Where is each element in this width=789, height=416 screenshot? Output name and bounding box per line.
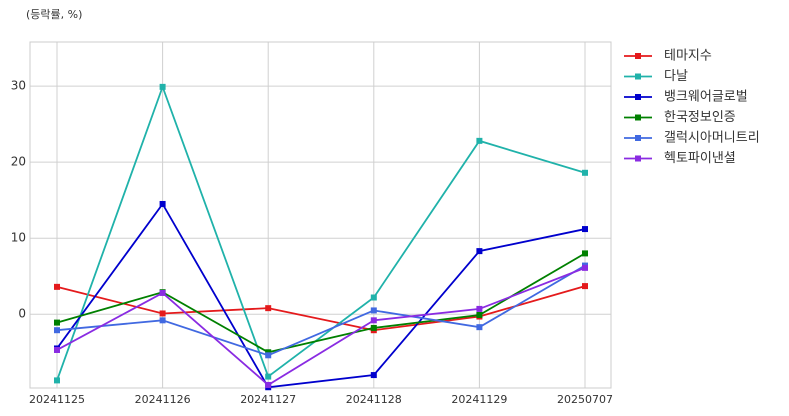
point [370, 372, 377, 379]
point [265, 381, 272, 388]
point [370, 307, 377, 314]
point [159, 83, 166, 90]
legend-marker [635, 114, 641, 121]
chart-title: (등락률, %) [26, 8, 82, 21]
point [54, 283, 60, 290]
series-line [56, 252, 586, 354]
point [476, 311, 483, 318]
point [54, 327, 60, 334]
x-tick-label: 20250707 [557, 393, 613, 406]
point [476, 137, 483, 144]
x-tick-label: 20241129 [451, 393, 507, 406]
legend-marker [635, 155, 641, 162]
point [54, 346, 60, 353]
point [476, 305, 483, 312]
point [582, 264, 588, 271]
legend-marker [635, 53, 641, 59]
series-line [56, 84, 586, 381]
legend-marker [635, 73, 641, 80]
point [265, 305, 272, 312]
point [159, 289, 166, 296]
legend-label: 테마지수 [664, 49, 712, 64]
point [370, 294, 377, 301]
point [159, 200, 166, 207]
legend-label: 갤럭시아머니트리 [664, 131, 760, 146]
point [159, 310, 166, 317]
legend-marker [635, 135, 641, 141]
point [265, 373, 272, 380]
x-tick-label: 20241126 [135, 393, 191, 406]
legend-label: 뱅크웨어글로벌 [664, 90, 748, 105]
point [370, 317, 377, 324]
y-tick-label: 0 [18, 307, 26, 321]
point [370, 324, 377, 331]
legend-label: 다날 [664, 69, 688, 84]
y-tick-label: 20 [11, 155, 26, 169]
x-tick-label: 20241127 [240, 393, 296, 406]
series-line [56, 267, 586, 387]
point [54, 377, 60, 384]
y-tick-label: 30 [11, 79, 26, 93]
legend-label: 한국정보인증 [664, 110, 736, 125]
x-tick-label: 20241128 [346, 393, 402, 406]
series-line [56, 202, 586, 389]
point [265, 349, 272, 356]
point [265, 352, 272, 359]
point [582, 283, 588, 290]
point [582, 169, 588, 176]
point [476, 248, 483, 255]
point [159, 317, 166, 324]
y-tick-label: 10 [11, 231, 26, 245]
plot-frame [29, 41, 612, 389]
legend-marker [635, 94, 641, 100]
x-tick-label: 20241125 [29, 393, 85, 406]
point [476, 324, 483, 331]
series-line [56, 285, 586, 332]
point [54, 319, 60, 326]
legend-label: 헥토파이낸셜 [664, 151, 736, 166]
point [582, 250, 588, 257]
point [582, 226, 588, 233]
series-line [56, 264, 586, 357]
